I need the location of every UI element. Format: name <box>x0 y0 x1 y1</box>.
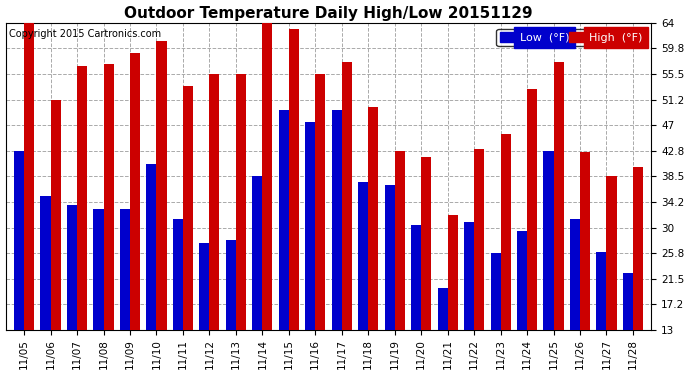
Bar <box>437 288 448 375</box>
Bar <box>623 273 633 375</box>
Bar <box>120 210 130 375</box>
Bar <box>544 151 553 375</box>
Bar <box>14 151 24 375</box>
Bar <box>146 164 157 375</box>
Bar <box>209 74 219 375</box>
Bar <box>464 222 474 375</box>
Bar <box>395 151 405 375</box>
Bar <box>633 167 643 375</box>
Bar <box>368 107 378 375</box>
Bar <box>262 23 273 375</box>
Bar <box>358 182 368 375</box>
Bar <box>236 74 246 375</box>
Bar <box>173 219 183 375</box>
Bar <box>41 196 50 375</box>
Bar <box>183 86 193 375</box>
Bar <box>130 53 140 375</box>
Bar <box>279 110 289 375</box>
Bar <box>332 110 342 375</box>
Bar <box>596 252 607 375</box>
Bar <box>24 23 34 375</box>
Bar <box>517 231 527 375</box>
Bar <box>104 64 114 375</box>
Bar <box>421 157 431 375</box>
Bar <box>384 185 395 375</box>
Bar <box>199 243 209 375</box>
Bar <box>93 210 104 375</box>
Bar <box>580 152 590 375</box>
Bar <box>157 41 166 375</box>
Bar <box>491 253 500 375</box>
Bar <box>253 176 262 375</box>
Bar <box>226 240 236 375</box>
Bar <box>553 62 564 375</box>
Legend: Low  (°F), High  (°F): Low (°F), High (°F) <box>496 28 646 46</box>
Bar <box>411 225 421 375</box>
Bar <box>305 122 315 375</box>
Bar <box>50 100 61 375</box>
Bar <box>315 74 326 375</box>
Bar <box>570 219 580 375</box>
Bar <box>500 134 511 375</box>
Bar <box>607 176 617 375</box>
Bar <box>474 149 484 375</box>
Title: Outdoor Temperature Daily High/Low 20151129: Outdoor Temperature Daily High/Low 20151… <box>124 6 533 21</box>
Bar <box>67 205 77 375</box>
Bar <box>289 29 299 375</box>
Text: Copyright 2015 Cartronics.com: Copyright 2015 Cartronics.com <box>9 29 161 39</box>
Bar <box>342 62 352 375</box>
Bar <box>77 66 87 375</box>
Bar <box>527 89 537 375</box>
Bar <box>448 216 457 375</box>
